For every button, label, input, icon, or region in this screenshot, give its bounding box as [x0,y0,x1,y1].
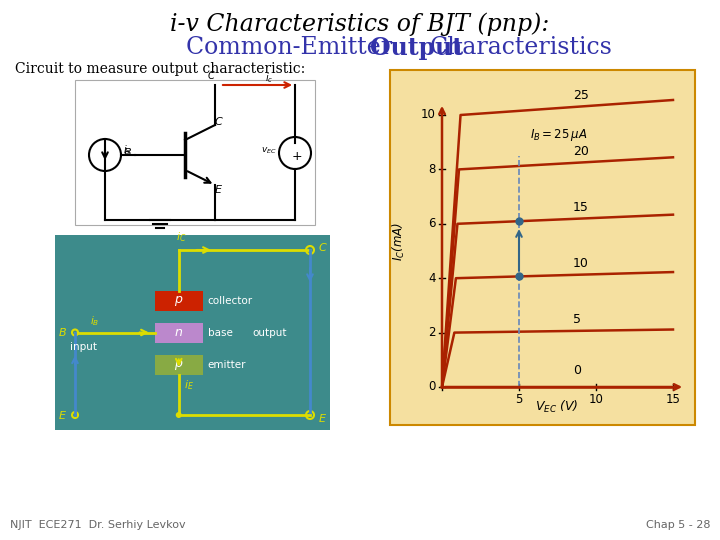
Text: $I_B = 25\,\mu A$: $I_B = 25\,\mu A$ [530,127,588,143]
Text: $i_B$: $i_B$ [90,314,99,327]
Text: 20: 20 [573,145,589,158]
Text: $C$: $C$ [207,69,216,81]
Text: $E$: $E$ [215,183,223,195]
Text: +: + [292,150,302,163]
Text: 10: 10 [588,393,603,406]
Text: NJIT  ECE271  Dr. Serhiy Levkov: NJIT ECE271 Dr. Serhiy Levkov [10,520,186,530]
Text: Common-Emitter: Common-Emitter [186,36,400,59]
Text: 0: 0 [428,381,436,394]
Text: $i_C$: $i_C$ [176,230,186,244]
Text: 6: 6 [428,217,436,230]
Text: 5: 5 [516,393,523,406]
Text: 0: 0 [573,364,581,377]
Text: base: base [208,327,233,338]
Text: $E$: $E$ [58,409,67,421]
Text: $p$: $p$ [174,357,184,372]
Text: 8: 8 [428,163,436,176]
Text: 5: 5 [573,313,581,326]
Text: output: output [253,327,287,338]
Text: collector: collector [208,295,253,306]
Text: i-v Characteristics of BJT (pnp):: i-v Characteristics of BJT (pnp): [171,12,549,36]
Bar [155,322,203,342]
Text: 10: 10 [421,109,436,122]
Text: $i_c$: $i_c$ [265,71,274,85]
Text: Circuit to measure output characteristic:: Circuit to measure output characteristic… [15,62,305,76]
Text: $V_{EC}$ (V): $V_{EC}$ (V) [535,399,579,415]
Text: 4: 4 [428,272,436,285]
Text: 2: 2 [428,326,436,339]
Bar [155,291,203,310]
Text: $i_s$: $i_s$ [123,143,131,157]
Text: $n$: $n$ [174,326,184,339]
Text: $C$: $C$ [318,241,328,253]
Text: $v_{EC}$: $v_{EC}$ [261,146,277,156]
Text: $B$: $B$ [58,327,67,339]
Text: Chap 5 - 28: Chap 5 - 28 [646,520,710,530]
Text: input: input [70,342,97,353]
Text: $I_C$(mA): $I_C$(mA) [391,221,407,260]
Text: $E$: $E$ [318,412,327,424]
Text: 25: 25 [573,89,589,102]
Text: 15: 15 [573,201,589,214]
Text: Output: Output [370,36,463,60]
Text: $C$: $C$ [214,115,224,127]
Bar [75,80,315,225]
Text: 15: 15 [665,393,680,406]
Text: $p$: $p$ [174,294,184,307]
Bar [55,235,330,430]
Text: Characteristics: Characteristics [430,36,613,59]
Bar [155,354,203,375]
Text: 10: 10 [573,257,589,270]
Bar [390,70,695,425]
Text: $B$: $B$ [122,146,132,158]
Circle shape [176,412,181,418]
Text: $i_E$: $i_E$ [184,379,194,392]
Text: emitter: emitter [208,360,246,369]
